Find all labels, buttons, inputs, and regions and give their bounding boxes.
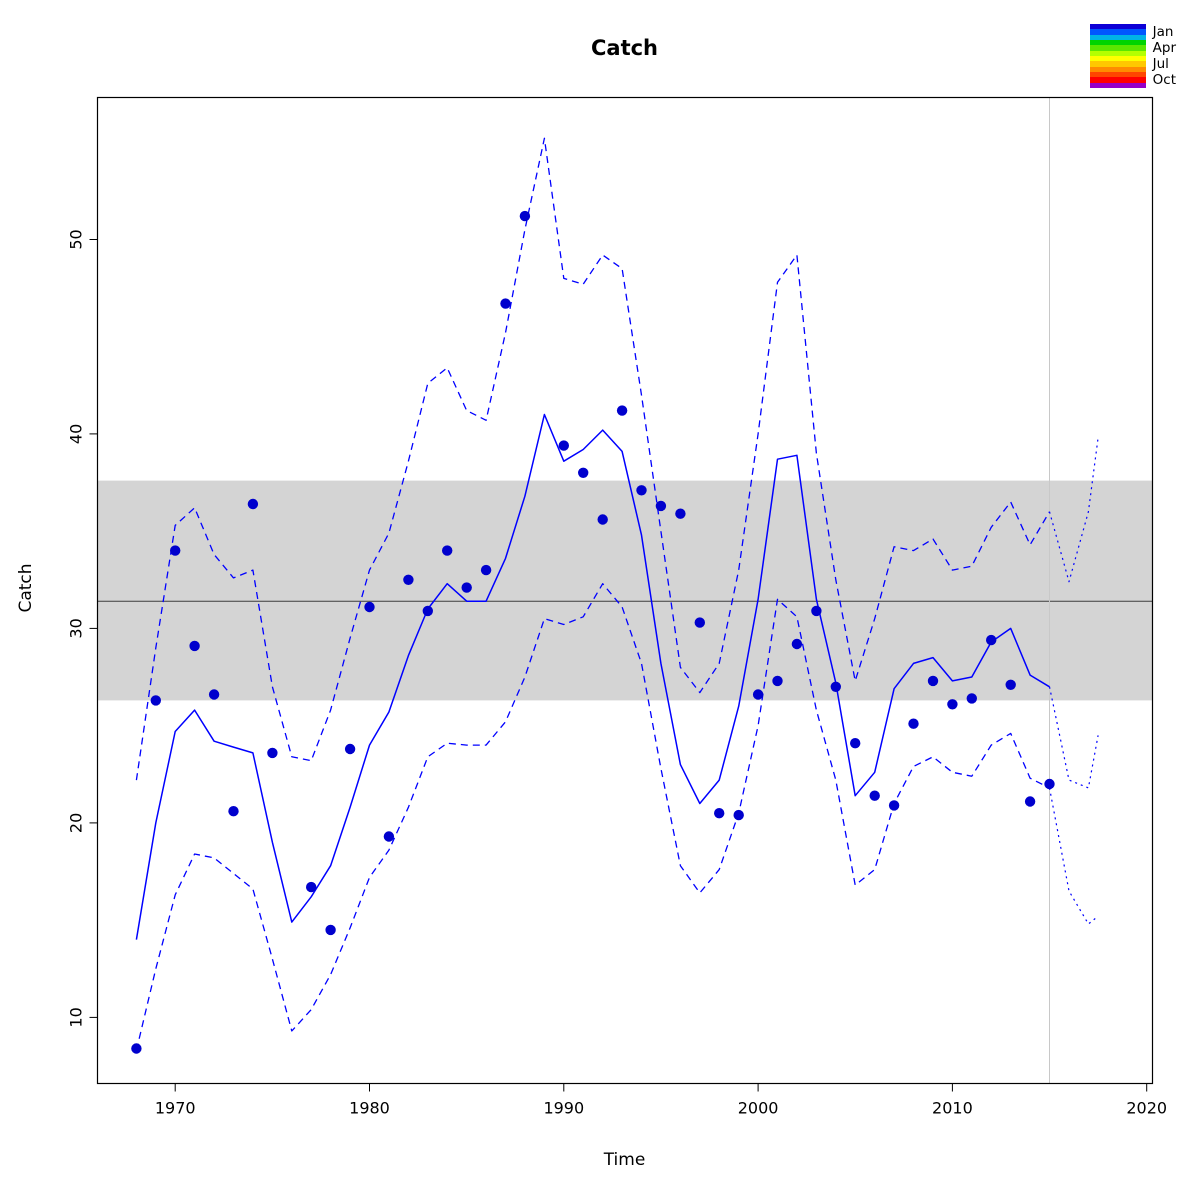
observation-point (422, 605, 433, 617)
season-label: Oct (1152, 72, 1176, 88)
observation-point (714, 808, 725, 819)
observation-point (1005, 679, 1016, 690)
observation-point (383, 831, 395, 842)
observation-point (772, 675, 783, 687)
season-color-swatch (1089, 50, 1146, 56)
observation-point (150, 695, 161, 706)
observation-point (228, 806, 239, 817)
season-color-swatch (1089, 34, 1146, 40)
season-label: Apr (1152, 40, 1176, 56)
x-axis-title: Time (603, 1150, 646, 1170)
y-tick-label: 50 (67, 229, 86, 249)
observation-point (442, 545, 453, 556)
season-color-swatch (1089, 61, 1146, 67)
forecast-upper-line (1048, 437, 1099, 583)
observation-point (170, 545, 181, 556)
observation-point (306, 881, 317, 893)
observation-point (850, 738, 861, 749)
observation-point (500, 298, 511, 309)
observation-point (694, 617, 705, 628)
season-legend-labels: Jan Apr Jul Oct (1153, 24, 1176, 88)
observation-point (1024, 796, 1036, 807)
observation-point (344, 743, 356, 755)
observation-point (519, 210, 531, 222)
observation-point (558, 440, 569, 451)
observation-point (830, 681, 841, 692)
chart-title: Catch (590, 36, 659, 60)
observation-point (791, 638, 803, 650)
observation-point (966, 693, 977, 704)
x-tick-label: 2020 (1126, 1099, 1167, 1118)
observation-point (811, 605, 822, 617)
season-color-swatch (1089, 24, 1146, 30)
observation-point (636, 485, 647, 496)
x-tick-label: 2010 (932, 1099, 973, 1118)
observation-point (888, 800, 900, 811)
season-color-swatch (1089, 77, 1146, 83)
season-color-swatch (1089, 66, 1146, 72)
plot-frame (96, 96, 1154, 1085)
observation-point (752, 689, 764, 700)
x-tick-label: 1970 (155, 1099, 196, 1118)
observation-point (403, 574, 414, 585)
season-color-swatch (1089, 45, 1146, 51)
forecast-estimate-line (1048, 686, 1099, 789)
observation-point (480, 564, 492, 576)
upper-confidence-line (135, 137, 1051, 781)
y-axis-title: Catch (16, 563, 36, 613)
observation-point (655, 500, 667, 512)
y-tick-label: 40 (67, 424, 86, 444)
observation-point (461, 582, 472, 593)
observation-point (986, 634, 997, 646)
observation-point (616, 405, 628, 416)
x-tick-label: 1990 (543, 1099, 584, 1118)
observation-point (675, 508, 686, 519)
observation-point (325, 924, 336, 936)
observation-point (908, 718, 919, 729)
y-tick-label: 10 (67, 1007, 86, 1027)
y-tick-label: 30 (67, 618, 86, 638)
observation-point (578, 467, 589, 478)
season-label: Jul (1152, 56, 1169, 72)
y-tick-label: 20 (67, 813, 86, 833)
observation-point (247, 498, 259, 510)
observation-point (267, 747, 278, 759)
observation-point (1044, 778, 1055, 790)
season-legend: Jan Apr Jul Oct (1089, 24, 1176, 88)
season-color-swatch (1089, 55, 1146, 62)
reference-band (97, 480, 1153, 701)
observation-point (189, 640, 200, 652)
season-color-swatch (1089, 29, 1146, 35)
season-color-swatch (1089, 39, 1146, 46)
observation-point (927, 675, 939, 687)
season-label: Jan (1152, 24, 1174, 40)
observation-point (733, 809, 744, 821)
observation-point (208, 689, 220, 700)
season-color-swatch (1089, 71, 1146, 78)
lower-confidence-line (135, 583, 1050, 1051)
forecast-lower-line (1048, 787, 1099, 925)
season-colorbar (1089, 24, 1146, 88)
estimate-line (135, 413, 1050, 940)
observation-point (364, 601, 375, 613)
observation-point (131, 1043, 142, 1054)
observation-point (597, 514, 608, 525)
season-color-swatch (1089, 82, 1146, 88)
x-tick-label: 1980 (349, 1099, 390, 1118)
observation-point (869, 790, 880, 801)
observation-point (947, 699, 958, 710)
x-tick-label: 2000 (738, 1099, 779, 1118)
